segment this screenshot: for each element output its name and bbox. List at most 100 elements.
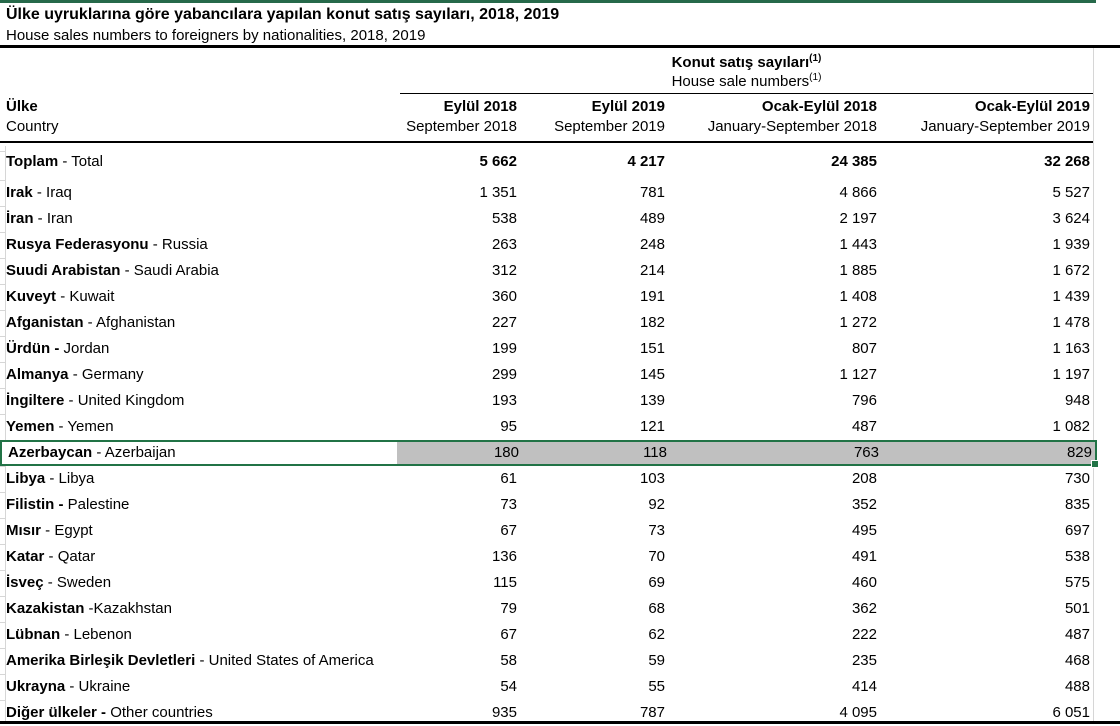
value-cell[interactable]: 1 885 [839, 262, 877, 279]
value-cell[interactable]: 227 [491, 314, 517, 331]
value-cell[interactable]: 248 [639, 236, 665, 253]
value-cell[interactable]: 487 [1064, 626, 1090, 643]
value-cell[interactable]: 32 268 [1044, 153, 1090, 170]
country-cell[interactable]: Mısır - Egypt [0, 518, 395, 544]
country-cell[interactable]: Afganistan - Afghanistan [0, 310, 395, 336]
value-cell[interactable]: 835 [1064, 496, 1090, 513]
value-cell[interactable]: 5 527 [1052, 184, 1090, 201]
value-cell[interactable]: 92 [648, 496, 665, 513]
country-cell[interactable]: Almanya - Germany [0, 362, 395, 388]
value-cell[interactable]: 1 082 [1052, 418, 1090, 435]
value-cell[interactable]: 1 127 [839, 366, 877, 383]
column-header-sep2018[interactable]: Eylül 2018 September 2018 [406, 98, 517, 135]
value-cell[interactable]: 360 [491, 288, 517, 305]
value-cell[interactable]: 180 [397, 442, 522, 464]
value-cell[interactable]: 95 [500, 418, 517, 435]
country-cell[interactable]: Amerika Birleşik Devletleri - United Sta… [0, 648, 395, 674]
country-cell[interactable]: Ukrayna - Ukraine [0, 674, 395, 700]
value-cell[interactable]: 787 [639, 704, 665, 721]
country-cell[interactable]: Toplam - Total [0, 146, 395, 180]
country-cell[interactable]: Ürdün - Jordan [0, 336, 395, 362]
value-cell[interactable]: 4 866 [839, 184, 877, 201]
value-cell[interactable]: 58 [500, 652, 517, 669]
value-cell[interactable]: 352 [851, 496, 877, 513]
value-cell[interactable]: 54 [500, 678, 517, 695]
value-cell[interactable]: 1 197 [1052, 366, 1090, 383]
value-cell[interactable]: 763 [670, 442, 882, 464]
value-cell[interactable]: 414 [851, 678, 877, 695]
value-cell[interactable]: 4 217 [627, 153, 665, 170]
country-cell[interactable]: Suudi Arabistan - Saudi Arabia [0, 258, 395, 284]
value-cell[interactable]: 199 [491, 340, 517, 357]
column-header-jansep2018[interactable]: Ocak-Eylül 2018 January-September 2018 [707, 98, 877, 135]
value-cell[interactable]: 193 [491, 392, 517, 409]
value-cell[interactable]: 151 [639, 340, 665, 357]
value-cell[interactable]: 222 [851, 626, 877, 643]
country-cell[interactable]: İngiltere - United Kingdom [0, 388, 395, 414]
value-cell[interactable]: 1 272 [839, 314, 877, 331]
value-cell[interactable]: 781 [639, 184, 665, 201]
value-cell[interactable]: 182 [639, 314, 665, 331]
value-cell[interactable]: 299 [491, 366, 517, 383]
value-cell[interactable]: 1 939 [1052, 236, 1090, 253]
value-cell[interactable]: 697 [1064, 522, 1090, 539]
value-cell[interactable]: 6 051 [1052, 704, 1090, 721]
value-cell[interactable]: 68 [648, 600, 665, 617]
value-cell[interactable]: 495 [851, 522, 877, 539]
value-cell[interactable]: 807 [851, 340, 877, 357]
value-cell[interactable]: 208 [851, 470, 877, 487]
value-cell[interactable]: 118 [522, 442, 670, 464]
value-cell[interactable]: 73 [500, 496, 517, 513]
value-cell[interactable]: 61 [500, 470, 517, 487]
country-cell[interactable]: Yemen - Yemen [0, 414, 395, 440]
country-cell[interactable]: İran - Iran [0, 206, 395, 232]
value-cell[interactable]: 575 [1064, 574, 1090, 591]
country-cell[interactable]: Filistin - Palestine [0, 492, 395, 518]
value-cell[interactable]: 121 [639, 418, 665, 435]
value-cell[interactable]: 139 [639, 392, 665, 409]
country-cell[interactable]: Rusya Federasyonu - Russia [0, 232, 395, 258]
value-cell[interactable]: 488 [1064, 678, 1090, 695]
value-cell[interactable]: 55 [648, 678, 665, 695]
country-cell[interactable]: İsveç - Sweden [0, 570, 395, 596]
value-cell[interactable]: 829 [882, 442, 1095, 464]
value-cell[interactable]: 214 [639, 262, 665, 279]
value-cell[interactable]: 145 [639, 366, 665, 383]
value-cell[interactable]: 948 [1064, 392, 1090, 409]
value-cell[interactable]: 103 [639, 470, 665, 487]
value-cell[interactable]: 1 163 [1052, 340, 1090, 357]
value-cell[interactable]: 5 662 [479, 153, 517, 170]
value-cell[interactable]: 312 [491, 262, 517, 279]
column-header-sep2019[interactable]: Eylül 2019 September 2019 [554, 98, 665, 135]
value-cell[interactable]: 487 [851, 418, 877, 435]
value-cell[interactable]: 1 351 [479, 184, 517, 201]
value-cell[interactable]: 263 [491, 236, 517, 253]
value-cell[interactable]: 136 [491, 548, 517, 565]
value-cell[interactable]: 489 [639, 210, 665, 227]
value-cell[interactable]: 935 [491, 704, 517, 721]
value-cell[interactable]: 191 [639, 288, 665, 305]
value-cell[interactable]: 538 [491, 210, 517, 227]
value-cell[interactable]: 67 [500, 626, 517, 643]
value-cell[interactable]: 1 408 [839, 288, 877, 305]
value-cell[interactable]: 501 [1064, 600, 1090, 617]
country-cell[interactable]: Kuveyt - Kuwait [0, 284, 395, 310]
value-cell[interactable]: 1 672 [1052, 262, 1090, 279]
value-cell[interactable]: 79 [500, 600, 517, 617]
value-cell[interactable]: 4 095 [839, 704, 877, 721]
value-cell[interactable]: 538 [1064, 548, 1090, 565]
value-cell[interactable]: 69 [648, 574, 665, 591]
value-cell[interactable]: 24 385 [831, 153, 877, 170]
value-cell[interactable]: 59 [648, 652, 665, 669]
value-cell[interactable]: 3 624 [1052, 210, 1090, 227]
country-cell[interactable]: Azerbaycan - Azerbaijan [2, 442, 397, 464]
fill-handle[interactable] [1091, 460, 1099, 468]
value-cell[interactable]: 70 [648, 548, 665, 565]
country-cell[interactable]: Irak - Iraq [0, 180, 395, 206]
value-cell[interactable]: 1 443 [839, 236, 877, 253]
value-cell[interactable]: 73 [648, 522, 665, 539]
row-header-cell[interactable]: Ülke Country [0, 97, 395, 137]
value-cell[interactable]: 468 [1064, 652, 1090, 669]
value-cell[interactable]: 235 [851, 652, 877, 669]
value-cell[interactable]: 796 [851, 392, 877, 409]
